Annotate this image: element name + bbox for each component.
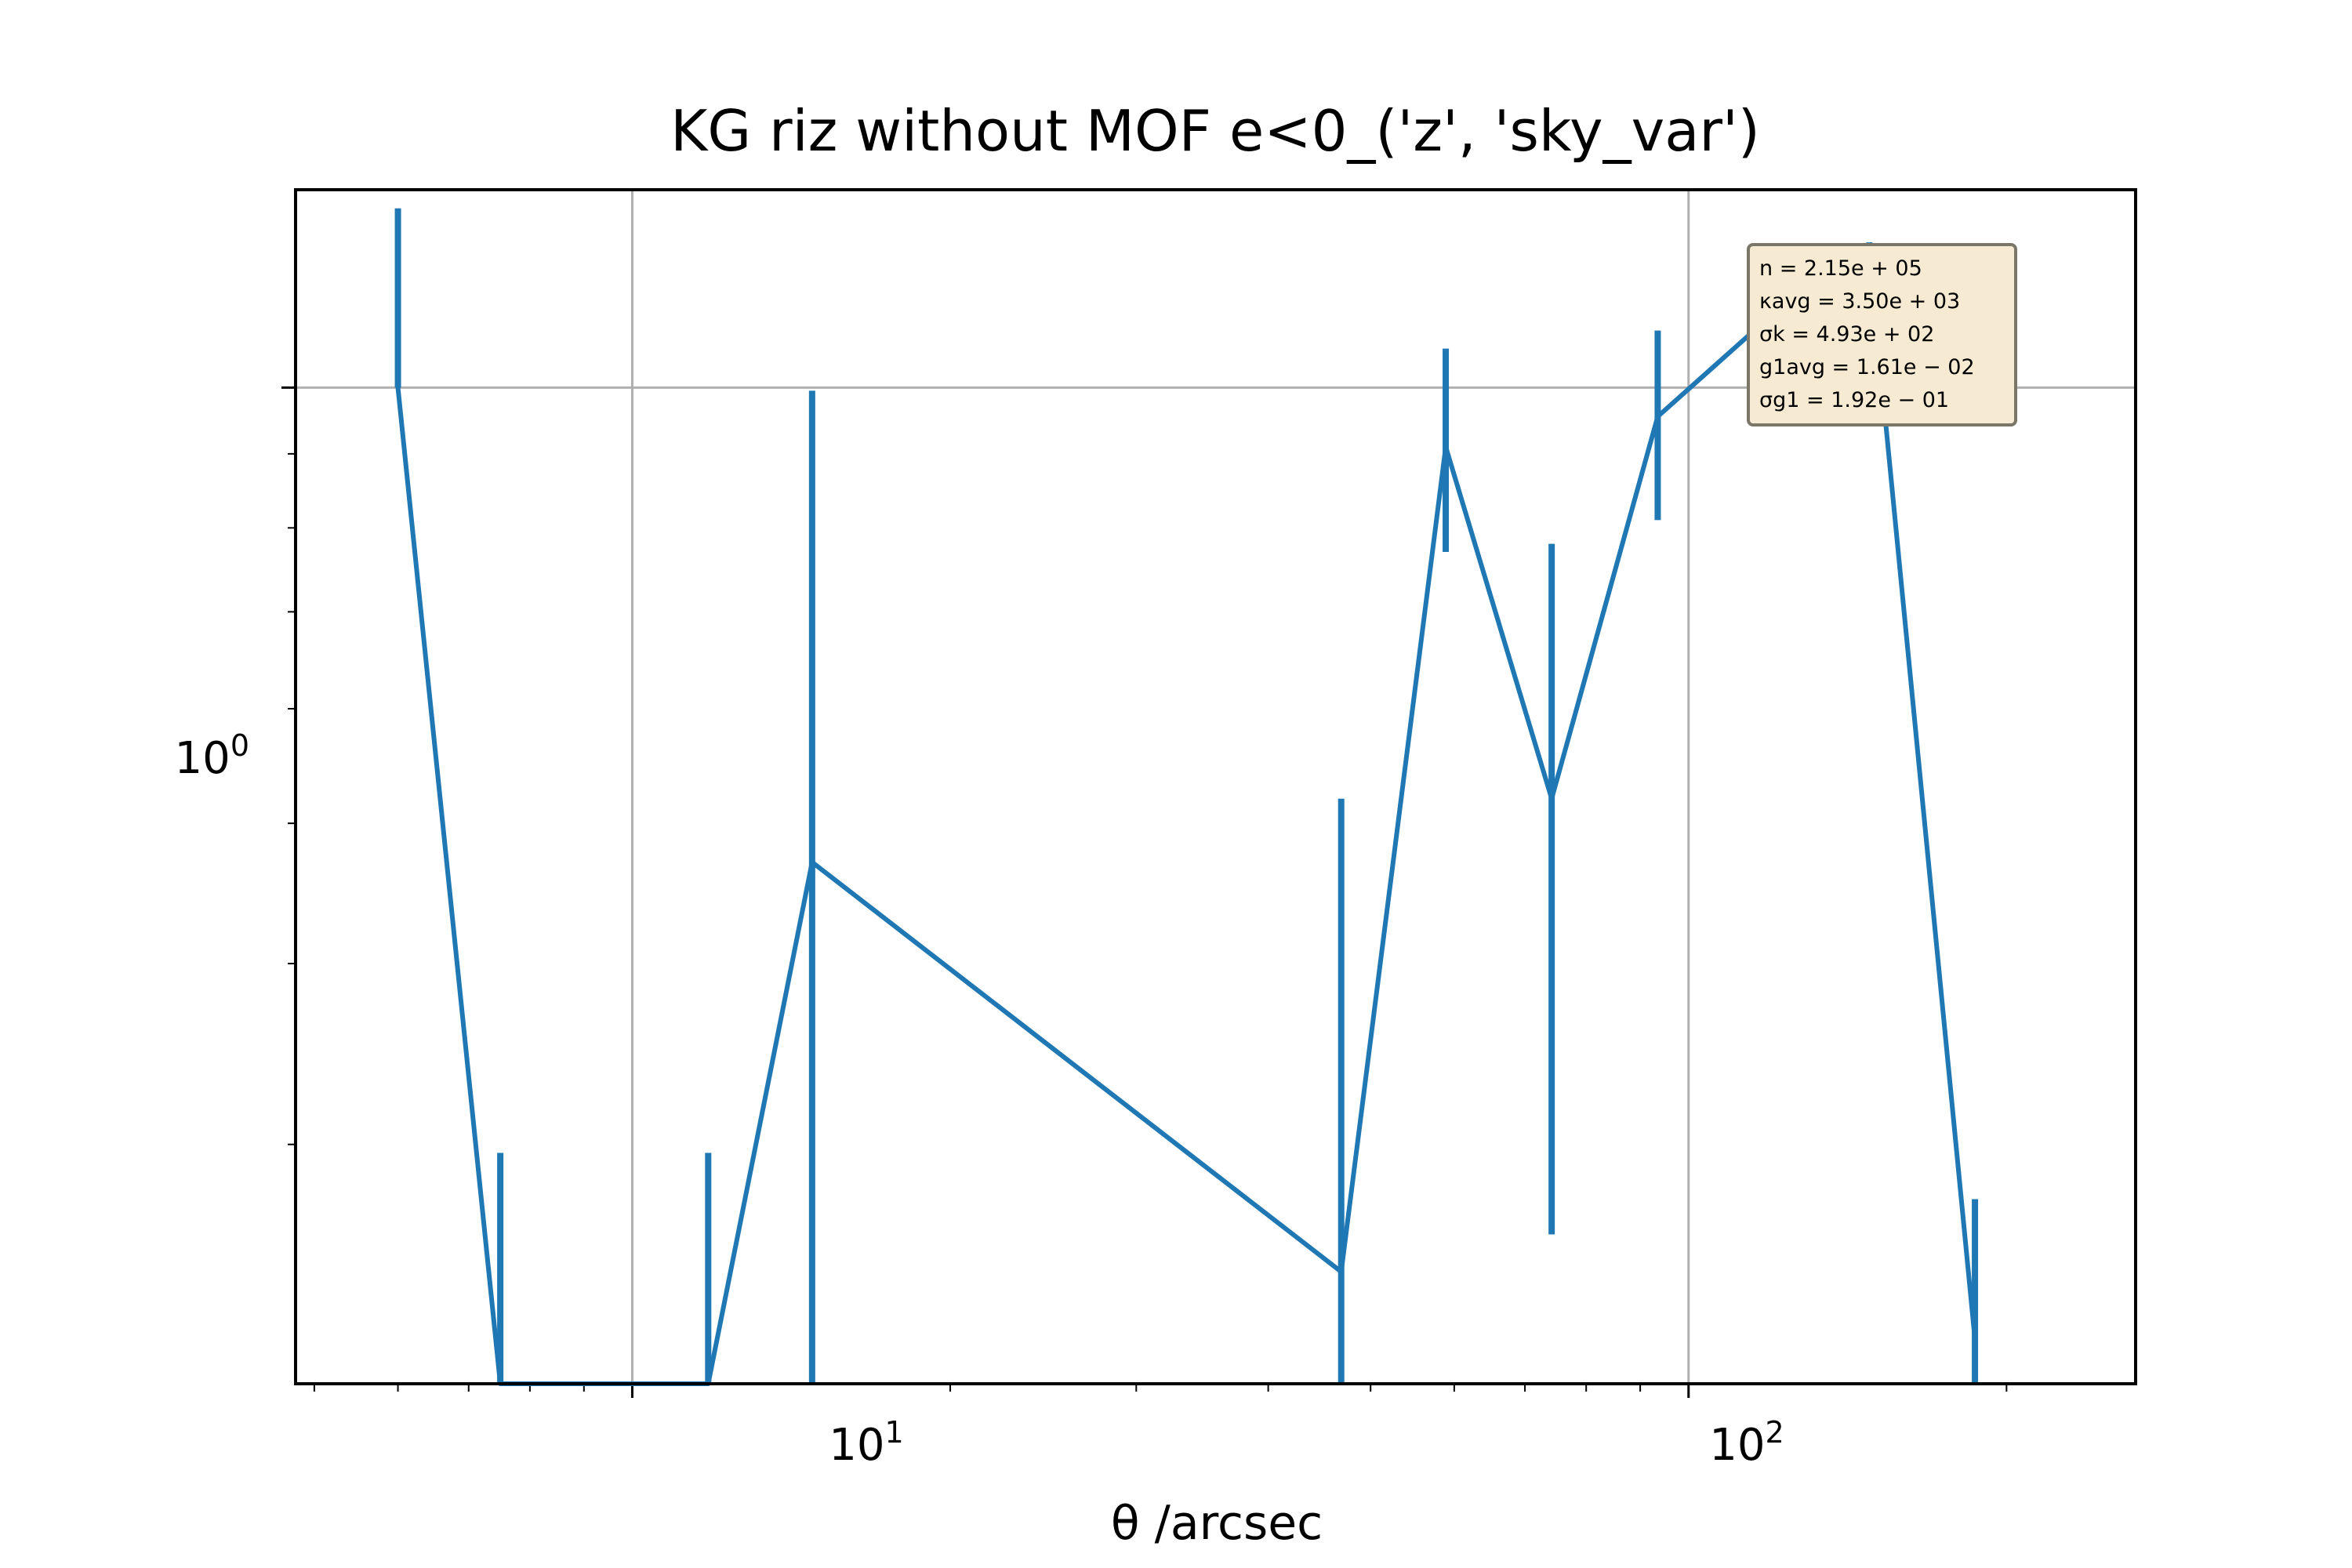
stats-line-sigma-g1: σg1 = 1.92e − 01 (1759, 388, 1950, 412)
stats-line-sigma-k: σk = 4.93e + 02 (1759, 322, 1935, 347)
x-tick-label-10: 101 (829, 1415, 903, 1471)
chart-title: KG riz without MOF e<0_('z', 'sky_var') (670, 98, 1760, 164)
y-tick-label-1: 100 (175, 728, 249, 784)
stats-line-n: n = 2.15e + 05 (1759, 256, 1922, 281)
stats-box: n = 2.15e + 05 κavg = 3.50e + 03 σk = 4.… (1747, 243, 2017, 426)
stats-line-kappa-avg: κavg = 3.50e + 03 (1759, 289, 1961, 314)
stats-line-g1-avg: g1avg = 1.61e − 02 (1759, 355, 1975, 379)
x-axis-label: θ /arcsec (1111, 1496, 1323, 1551)
x-tick-label-100: 102 (1709, 1415, 1784, 1471)
plot-frame (294, 188, 2137, 1385)
